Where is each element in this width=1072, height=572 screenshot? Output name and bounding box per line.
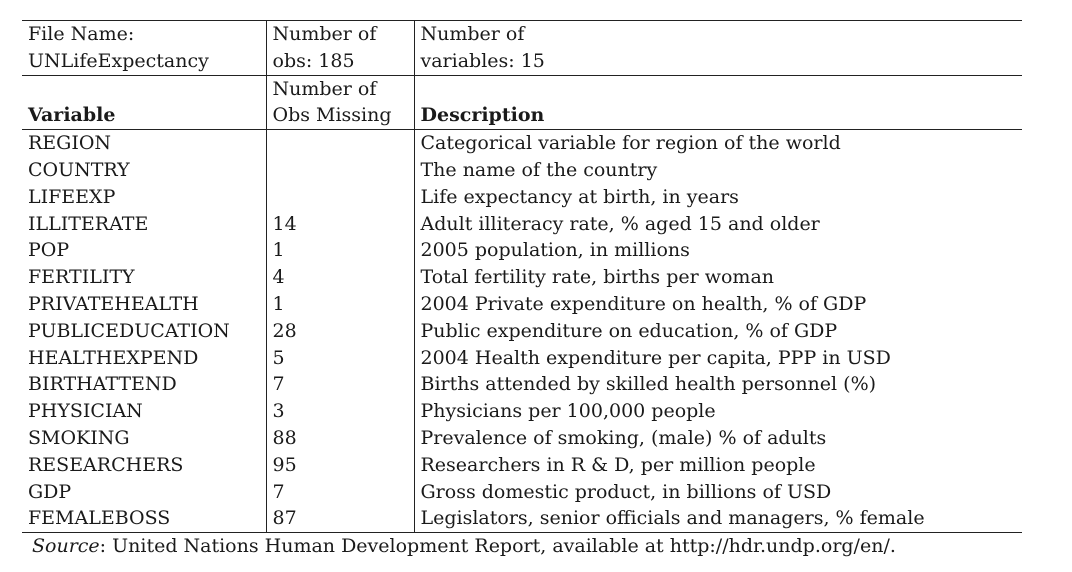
variable-name: PUBLICEDUCATION	[22, 317, 267, 345]
table-row: RESEARCHERS 95 Researchers in R & D, per m…	[22, 451, 1022, 479]
variable-description: Physicians per 100,000 people	[420, 400, 716, 423]
variable-description: Public expenditure on education, % of GD…	[420, 319, 838, 342]
header-row-2: Variable Obs Missing Description	[22, 102, 1022, 131]
header-row-1: Number of	[22, 74, 1022, 103]
variable-table: File Name: Number of Number of UNLifeExp…	[22, 19, 1022, 534]
missing-count: 95	[266, 451, 415, 479]
variable-name: FERTILITY	[22, 264, 267, 291]
variable-name: ILLITERATE	[22, 210, 267, 238]
table-row: POP 1 2005 population, in millions	[22, 237, 1022, 265]
variable-name: POP	[22, 237, 267, 265]
vars-value: variables: 15	[420, 49, 545, 72]
missing-count: 88	[266, 424, 415, 452]
variable-name: HEALTHEXPEND	[22, 344, 267, 372]
missing-count: 3	[266, 398, 415, 425]
variable-description: Life expectancy at birth, in years	[420, 185, 739, 208]
table-row: HEALTHEXPEND 5 2004 Health expenditure per…	[22, 344, 1022, 372]
table-row: FEMALEBOSS 87 Legislators, senior official…	[22, 505, 1022, 534]
missing-count	[266, 156, 415, 184]
obs-value: obs: 185	[266, 47, 415, 76]
table-row: LIFEEXP Life expectancy at birth, in year…	[22, 183, 1022, 211]
table-row: GDP 7 Gross domestic product, in billions …	[22, 478, 1022, 506]
variable-name: PHYSICIAN	[22, 398, 267, 425]
header-missing-line1: Number of	[266, 74, 415, 103]
missing-count: 7	[266, 478, 415, 506]
obs-label: Number of	[266, 19, 415, 48]
table-row: FERTILITY 4 Total fertility rate, births p…	[22, 264, 1022, 291]
variable-description: 2004 Health expenditure per capita, PPP …	[420, 346, 891, 369]
missing-count: 4	[266, 264, 415, 291]
source-text: : United Nations Human Development Repor…	[99, 535, 896, 558]
data-dictionary: File Name: Number of Number of UNLifeExp…	[22, 19, 1022, 560]
variable-description: 2005 population, in millions	[420, 239, 690, 262]
table-row: SMOKING 88 Prevalence of smoking, (male) %…	[22, 424, 1022, 452]
meta-row-1: File Name: Number of Number of	[22, 19, 1022, 48]
missing-count: 1	[266, 290, 415, 318]
header-variable: Variable	[22, 102, 267, 131]
variable-description: Total fertility rate, births per woman	[420, 266, 775, 289]
file-name-value: UNLifeExpectancy	[22, 47, 267, 76]
variable-name: FEMALEBOSS	[22, 505, 267, 534]
variable-description: Adult illiteracy rate, % aged 15 and old…	[420, 212, 820, 235]
source-label: Source	[32, 535, 100, 558]
variable-description: Prevalence of smoking, (male) % of adult…	[420, 426, 827, 449]
missing-count: 14	[266, 210, 415, 238]
variable-name: GDP	[22, 478, 267, 506]
vars-label: Number of	[414, 19, 1022, 48]
table-row: COUNTRY The name of the country	[22, 156, 1022, 184]
variable-name: LIFEEXP	[22, 183, 267, 211]
missing-count: 5	[266, 344, 415, 372]
variable-name: REGION	[22, 129, 267, 157]
missing-count	[266, 183, 415, 211]
missing-count: 28	[266, 317, 415, 345]
variable-name: BIRTHATTEND	[22, 371, 267, 399]
variable-name: SMOKING	[22, 424, 267, 452]
variable-description: Gross domestic product, in billions of U…	[420, 480, 832, 503]
variable-name: COUNTRY	[22, 156, 267, 184]
variable-description: Births attended by skilled health person…	[420, 373, 877, 396]
table-row: PRIVATEHEALTH 1 2004 Private expenditure o…	[22, 290, 1022, 318]
variable-description: Categorical variable for region of the w…	[420, 132, 841, 155]
missing-count	[266, 129, 415, 157]
variable-description: The name of the country	[420, 158, 658, 181]
missing-count: 7	[266, 371, 415, 399]
variable-description: Legislators, senior officials and manage…	[414, 505, 1022, 534]
variable-description: 2004 Private expenditure on health, % of…	[420, 292, 867, 315]
header-missing-line2: Obs Missing	[266, 102, 415, 131]
table-row: REGION Categorical variable for region of…	[22, 129, 1022, 157]
table-row: ILLITERATE 14 Adult illiteracy rate, % age…	[22, 210, 1022, 238]
table-row: PUBLICEDUCATION 28 Public expenditure on e…	[22, 317, 1022, 345]
missing-count: 87	[266, 505, 415, 534]
variable-name: PRIVATEHEALTH	[22, 290, 267, 318]
source-note: Source: United Nations Human Development…	[22, 533, 1022, 560]
file-name-label: File Name:	[22, 19, 267, 48]
meta-row-2: UNLifeExpectancy obs: 185 variables: 15	[22, 47, 1022, 76]
header-description: Description	[414, 102, 1022, 131]
missing-count: 1	[266, 237, 415, 265]
variable-description: Researchers in R & D, per million people	[420, 453, 816, 476]
table-row: BIRTHATTEND 7 Births attended by skilled h…	[22, 371, 1022, 399]
variable-name: RESEARCHERS	[22, 451, 267, 479]
table-row: PHYSICIAN 3 Physicians per 100,000 people	[22, 398, 1022, 425]
